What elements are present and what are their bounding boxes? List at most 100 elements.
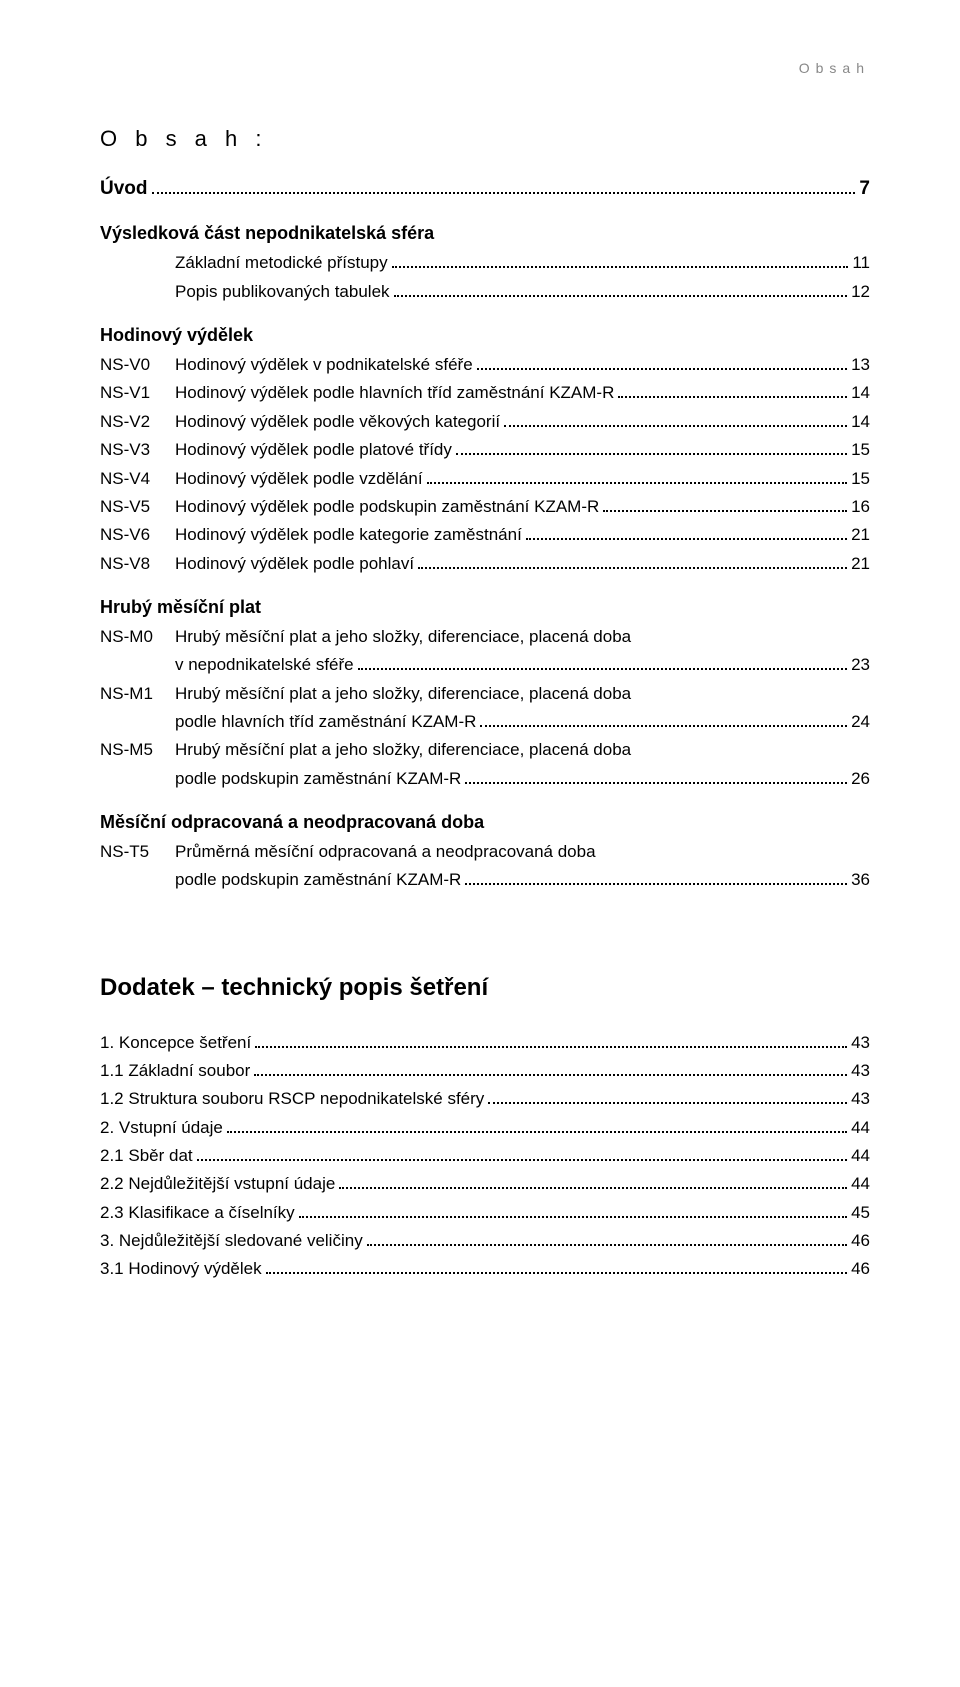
toc-page: 43 [851,1030,870,1056]
leader-dots [197,1159,847,1161]
toc-line: NS-V5Hodinový výdělek podle podskupin za… [100,494,870,520]
running-header: Obsah [100,60,870,76]
leader-dots [227,1131,847,1133]
page-heading: O b s a h : [100,126,870,152]
toc-page: 43 [851,1058,870,1084]
toc-code: NS-V6 [100,522,175,548]
toc-line-cont: v nepodnikatelské sféře23 [100,652,870,678]
toc-page: 7 [859,174,870,203]
leader-dots [255,1046,847,1048]
leader-dots [603,510,847,512]
leader-dots [477,368,847,370]
toc-line: 2.2 Nejdůležitější vstupní údaje 44 [100,1171,870,1197]
toc-label: 2.2 Nejdůležitější vstupní údaje [100,1171,335,1197]
toc-line-cont: podle podskupin zaměstnání KZAM-R36 [100,867,870,893]
leader-dots [339,1187,847,1189]
toc-label: 2. Vstupní údaje [100,1115,223,1141]
toc-line: NS-M0Hrubý měsíční plat a jeho složky, d… [100,624,870,650]
toc-page: 24 [851,709,870,735]
toc-label: podle podskupin zaměstnání KZAM-R [175,766,461,792]
toc-page: 36 [851,867,870,893]
toc-page: 43 [851,1086,870,1112]
toc-label: Hodinový výdělek podle pohlaví [175,551,414,577]
leader-dots [299,1216,847,1218]
toc-line: 1.1 Základní soubor 43 [100,1058,870,1084]
section-dodatek: Dodatek – technický popis šetření [100,974,870,1002]
toc-line: NS-V3Hodinový výdělek podle platové tříd… [100,437,870,463]
toc-label: Hodinový výdělek podle hlavních tříd zam… [175,380,614,406]
toc-line: 2. Vstupní údaje44 [100,1115,870,1141]
toc-label: Průměrná měsíční odpracovaná a neodpraco… [175,839,596,865]
toc-label: 2.3 Klasifikace a číselníky [100,1200,295,1226]
leader-dots [266,1272,847,1274]
toc-code: NS-T5 [100,839,175,865]
toc-code: NS-V8 [100,551,175,577]
toc-code: NS-M5 [100,737,175,763]
toc-page: 12 [851,279,870,305]
toc-label: 1.2 Struktura souboru RSCP nepodnikatels… [100,1086,484,1112]
toc-code: NS-V5 [100,494,175,520]
toc-line: 1.2 Struktura souboru RSCP nepodnikatels… [100,1086,870,1112]
toc-page: 15 [851,437,870,463]
toc-line: NS-M1Hrubý měsíční plat a jeho složky, d… [100,681,870,707]
toc-label: Hodinový výdělek podle vzdělání [175,466,423,492]
toc-line: Popis publikovaných tabulek 12 [100,279,870,305]
toc-line: NS-T5Průměrná měsíční odpracovaná a neod… [100,839,870,865]
toc-page: 21 [851,522,870,548]
toc-label: 1.1 Základní soubor [100,1058,250,1084]
leader-dots [418,567,847,569]
leader-dots [504,425,847,427]
toc-line-cont: podle hlavních tříd zaměstnání KZAM-R 24 [100,709,870,735]
toc-label: Popis publikovaných tabulek [175,279,390,305]
toc-line: 3. Nejdůležitější sledované veličiny46 [100,1228,870,1254]
toc-label: Hodinový výdělek podle platové třídy [175,437,452,463]
toc-code: NS-V1 [100,380,175,406]
toc-page: 14 [851,380,870,406]
toc-line: NS-M5Hrubý měsíční plat a jeho složky, d… [100,737,870,763]
toc-label: Základní metodické přístupy [175,250,388,276]
leader-dots [488,1102,847,1104]
group-title-vysledkova: Výsledková část nepodnikatelská sféra [100,223,870,244]
leader-dots [394,295,848,297]
toc-label: podle hlavních tříd zaměstnání KZAM-R [175,709,476,735]
leader-dots [367,1244,847,1246]
toc-page: 14 [851,409,870,435]
toc-code: NS-V4 [100,466,175,492]
leader-dots [465,782,847,784]
toc-code: NS-M0 [100,624,175,650]
toc-code: NS-M1 [100,681,175,707]
toc-line: NS-V2Hodinový výdělek podle věkových kat… [100,409,870,435]
group-title-hodinovy: Hodinový výdělek [100,325,870,346]
toc-line: NS-V6Hodinový výdělek podle kategorie za… [100,522,870,548]
toc-label: Hodinový výdělek v podnikatelské sféře [175,352,473,378]
toc-code: NS-V3 [100,437,175,463]
toc-label: 3.1 Hodinový výdělek [100,1256,262,1282]
leader-dots [618,396,847,398]
group-title-hruby: Hrubý měsíční plat [100,597,870,618]
toc-line: 3.1 Hodinový výdělek46 [100,1256,870,1282]
toc-page: 46 [851,1228,870,1254]
leader-dots [152,192,856,194]
toc-line: NS-V4Hodinový výdělek podle vzdělání15 [100,466,870,492]
toc-label: 1. Koncepce šetření [100,1030,251,1056]
leader-dots [456,453,847,455]
toc-label: Hodinový výdělek podle věkových kategori… [175,409,500,435]
toc-line-cont: podle podskupin zaměstnání KZAM-R 26 [100,766,870,792]
leader-dots [427,482,847,484]
toc-page: 26 [851,766,870,792]
toc-page: 21 [851,551,870,577]
toc-line: Základní metodické přístupy11 [100,250,870,276]
toc-page: 45 [851,1200,870,1226]
toc-page: 44 [851,1171,870,1197]
toc-label: v nepodnikatelské sféře [175,652,354,678]
leader-dots [465,883,847,885]
leader-dots [254,1074,847,1076]
toc-page: 16 [851,494,870,520]
leader-dots [480,725,847,727]
toc-label: Hrubý měsíční plat a jeho složky, difere… [175,737,631,763]
toc-label: Hrubý měsíční plat a jeho složky, difere… [175,624,631,650]
leader-dots [392,266,849,268]
toc-label: Úvod [100,174,148,203]
toc-label: Hrubý měsíční plat a jeho složky, difere… [175,681,631,707]
leader-dots [526,538,847,540]
